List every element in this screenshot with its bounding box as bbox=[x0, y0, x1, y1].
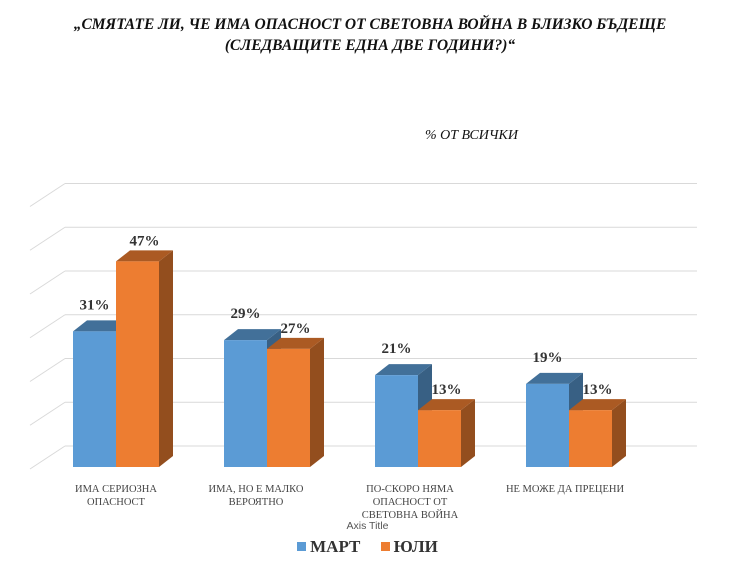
bar-МАРТ bbox=[375, 375, 418, 467]
bar-top bbox=[418, 399, 475, 411]
legend-item-yuli[interactable]: ЮЛИ bbox=[380, 537, 438, 556]
gridline-diagonal bbox=[29, 226, 66, 251]
legend: МАРТ ЮЛИ bbox=[0, 537, 735, 557]
legend-swatch bbox=[380, 542, 390, 551]
data-label: 27% bbox=[281, 321, 311, 337]
bar-side bbox=[310, 337, 324, 467]
gridline-diagonal bbox=[29, 314, 66, 339]
gridline-diagonal bbox=[29, 445, 66, 470]
bar-МАРТ bbox=[73, 331, 116, 467]
bar-ЮЛИ bbox=[569, 410, 612, 467]
bar-top bbox=[375, 364, 432, 376]
data-label: 19% bbox=[533, 350, 563, 366]
data-label: 13% bbox=[583, 382, 613, 398]
category-label: ИМА СЕРИОЗНА ОПАСНОСТ bbox=[75, 484, 157, 508]
gridline-diagonal bbox=[29, 358, 66, 382]
bar-side bbox=[461, 399, 475, 467]
chart-subtitle: % ОТ ВСИЧКИ bbox=[425, 128, 518, 143]
bar-МАРТ bbox=[526, 383, 569, 467]
category-label: НЕ МОЖЕ ДА ПРЕЦЕНИ bbox=[505, 484, 625, 495]
bar-top bbox=[73, 320, 130, 332]
data-label: 29% bbox=[231, 306, 261, 322]
bar-МАРТ bbox=[224, 340, 267, 467]
legend-label: МАРТ bbox=[310, 537, 361, 556]
bar-side bbox=[612, 399, 626, 467]
legend-label: ЮЛИ bbox=[393, 537, 438, 556]
bar-top bbox=[526, 372, 583, 384]
data-label: 13% bbox=[432, 382, 462, 398]
gridline-diagonal bbox=[29, 270, 66, 295]
gridline-diagonal bbox=[29, 183, 66, 207]
bar-top bbox=[267, 337, 324, 349]
category-label: ИМА, НО Е МАЛКО ВЕРОЯТНО bbox=[208, 484, 304, 508]
chart-title: „СМЯТАТЕ ЛИ, ЧЕ ИМА ОПАСНОСТ ОТ СВЕТОВНА… bbox=[73, 16, 667, 54]
data-label: 31% bbox=[80, 297, 110, 313]
bar-ЮЛИ bbox=[418, 410, 461, 467]
bar-top bbox=[224, 329, 281, 341]
legend-item-mart[interactable]: МАРТ bbox=[297, 537, 360, 556]
gridline-diagonal bbox=[29, 401, 66, 426]
bar-side bbox=[159, 250, 173, 467]
bar-top bbox=[569, 399, 626, 411]
legend-swatch bbox=[297, 542, 307, 551]
bar-top bbox=[116, 250, 173, 262]
bar-ЮЛИ bbox=[116, 261, 159, 467]
x-axis-title: Axis Title bbox=[346, 520, 389, 532]
category-label: ПО-СКОРО НЯМА ОПАСНОСТ ОТ СВЕТОВНА ВОЙНА bbox=[361, 484, 459, 521]
data-label: 47% bbox=[130, 233, 160, 249]
bar-ЮЛИ bbox=[267, 348, 310, 467]
data-label: 21% bbox=[382, 341, 412, 357]
